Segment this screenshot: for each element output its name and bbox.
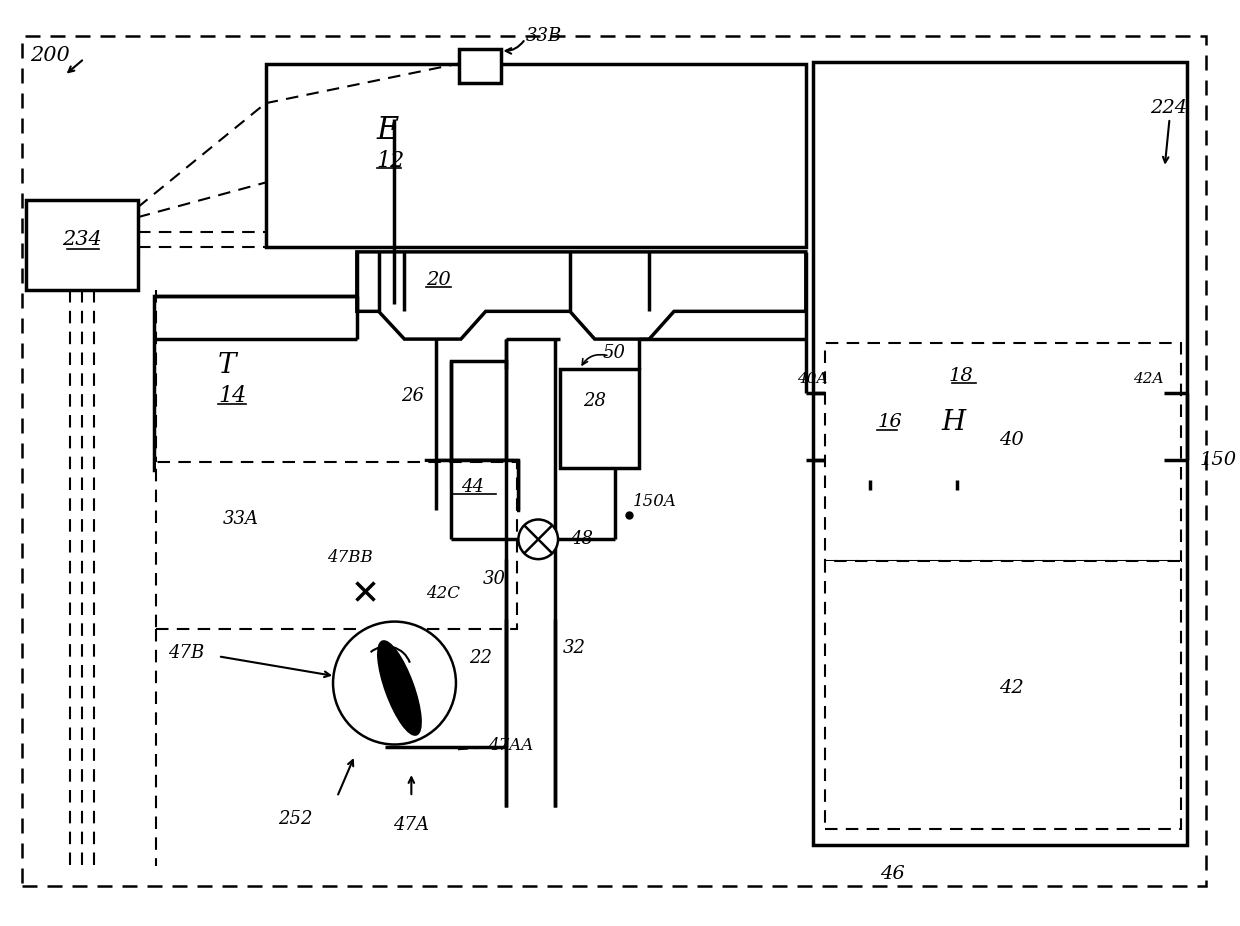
Text: 42A: 42A (1132, 371, 1163, 386)
Text: 224: 224 (1149, 99, 1187, 118)
Bar (825, 393, 857, 460)
Text: 150: 150 (1199, 451, 1236, 469)
Bar (560, 369, 640, 468)
Text: 20: 20 (427, 270, 451, 289)
Text: 47AA: 47AA (487, 737, 533, 754)
Bar (427, 460, 518, 509)
Bar (1132, 393, 1163, 460)
Text: 33B: 33B (526, 27, 562, 44)
Bar (303, 539, 422, 607)
Text: 32: 32 (563, 639, 587, 657)
Bar (825, 561, 1182, 829)
Bar (854, 393, 1132, 460)
Bar (265, 64, 806, 247)
Text: 42C: 42C (427, 585, 460, 602)
Text: 22: 22 (469, 649, 492, 668)
Text: 150A: 150A (632, 494, 676, 510)
Text: 26: 26 (402, 386, 424, 405)
Text: 14: 14 (218, 384, 247, 407)
Text: 12: 12 (377, 150, 405, 171)
Bar (841, 343, 1185, 469)
Text: 44: 44 (461, 478, 485, 495)
Bar (459, 49, 501, 83)
Ellipse shape (378, 641, 420, 735)
Bar (812, 61, 1188, 845)
Circle shape (334, 621, 456, 745)
Text: 18: 18 (949, 367, 973, 385)
Bar (870, 490, 957, 519)
Bar (155, 462, 517, 629)
Bar (26, 200, 138, 290)
Text: 46: 46 (879, 865, 904, 883)
Text: 30: 30 (482, 570, 506, 588)
Text: 16: 16 (877, 413, 901, 432)
Bar (451, 361, 506, 460)
Text: 42: 42 (998, 679, 1023, 697)
Text: H: H (941, 409, 966, 436)
Text: 33A: 33A (223, 510, 259, 529)
Polygon shape (357, 252, 806, 339)
Text: 50: 50 (603, 344, 626, 362)
Text: 47BB: 47BB (327, 549, 373, 566)
Text: 47A: 47A (393, 816, 429, 833)
Circle shape (518, 519, 558, 559)
Text: 40A: 40A (797, 371, 828, 386)
Text: 40: 40 (998, 432, 1023, 449)
Text: 200: 200 (30, 46, 69, 65)
Bar (825, 343, 1182, 561)
Text: 48: 48 (570, 531, 593, 548)
Text: 234: 234 (62, 231, 102, 249)
Text: 28: 28 (583, 392, 606, 409)
Text: 47B: 47B (169, 644, 205, 662)
Text: E: E (377, 116, 399, 146)
Text: T: T (218, 353, 237, 380)
Text: 252: 252 (278, 810, 312, 828)
Bar (854, 480, 973, 528)
Bar (154, 296, 436, 469)
